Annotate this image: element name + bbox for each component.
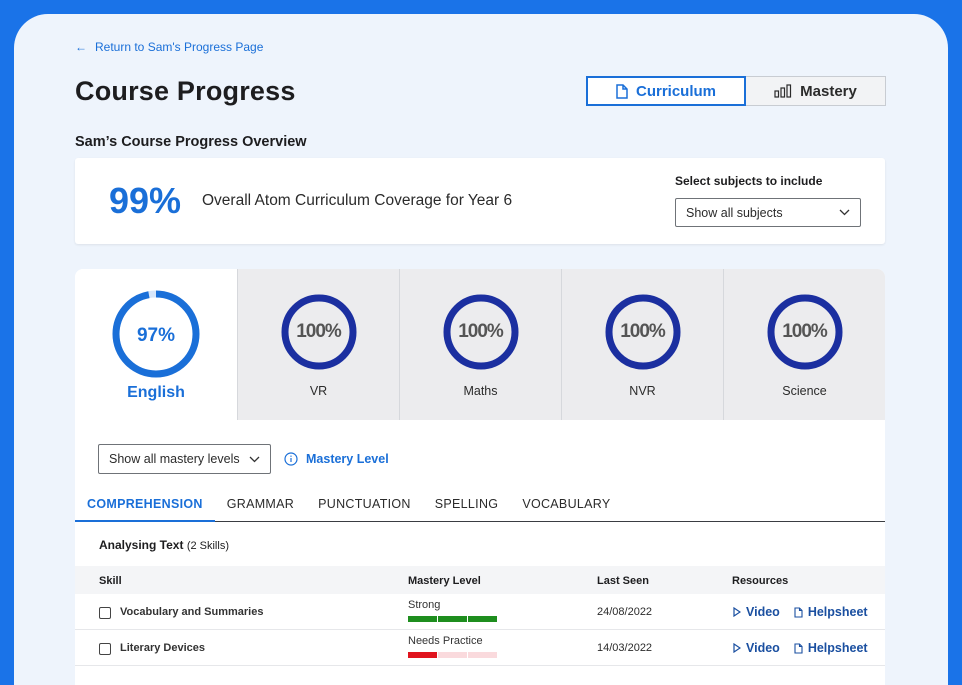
chevron-down-icon <box>839 209 850 216</box>
progress-ring <box>281 294 357 370</box>
overall-percent: 99% <box>109 180 182 221</box>
subject-tab-maths[interactable]: 100% Maths <box>399 269 561 420</box>
subject-name: Science <box>782 384 827 398</box>
play-icon <box>733 643 741 653</box>
table-header: Skill Mastery Level Last Seen Resources <box>75 566 885 594</box>
view-toggle: Curriculum Mastery <box>586 76 886 106</box>
mastery-segment <box>438 616 467 622</box>
subject-tab-nvr[interactable]: 100% NVR <box>561 269 723 420</box>
subject-percent: 100% <box>458 321 504 342</box>
subjects-select-value: Show all subjects <box>686 205 783 220</box>
helpsheet-label: Helpsheet <box>807 641 868 655</box>
subjects-card: 97% English 100% VR 100% <box>75 269 885 685</box>
mastery-segment <box>468 616 497 622</box>
document-icon <box>794 642 803 654</box>
last-seen: 14/03/2022 <box>597 642 653 654</box>
col-skill: Skill <box>99 575 122 587</box>
row-checkbox[interactable] <box>99 607 111 619</box>
app-frame: ← Return to Sam's Progress Page Course P… <box>14 14 948 685</box>
tab-comprehension[interactable]: COMPREHENSION <box>75 490 215 522</box>
subject-name: NVR <box>629 384 656 398</box>
video-label: Video <box>746 641 780 655</box>
row-checkbox[interactable] <box>99 643 111 655</box>
overview-card: 99% Overall Atom Curriculum Coverage for… <box>75 158 885 244</box>
mastery-bar <box>408 616 497 622</box>
curriculum-label: Curriculum <box>635 82 716 100</box>
bar-chart-icon <box>774 84 792 98</box>
mastery-select-value: Show all mastery levels <box>109 452 240 466</box>
subject-tab-english[interactable]: 97% English <box>75 269 237 420</box>
col-mastery: Mastery Level <box>408 575 481 587</box>
progress-ring <box>605 294 681 370</box>
video-label: Video <box>746 605 780 619</box>
mastery-level-info-link[interactable]: Mastery Level <box>284 452 389 466</box>
subject-tab-science[interactable]: 100% Science <box>723 269 885 420</box>
tab-punctuation[interactable]: PUNCTUATION <box>318 497 411 511</box>
mastery-segment <box>408 616 437 622</box>
chevron-down-icon <box>249 456 260 462</box>
progress-ring <box>443 294 519 370</box>
topic-tabs: COMPREHENSION GRAMMAR PUNCTUATION SPELLI… <box>75 490 885 522</box>
subject-tabs: 97% English 100% VR 100% <box>75 269 885 420</box>
progress-ring <box>112 290 200 378</box>
group-title-text: Analysing Text <box>99 538 184 552</box>
col-last-seen: Last Seen <box>597 575 649 587</box>
subject-name: Maths <box>463 384 498 398</box>
skill-name: Literary Devices <box>120 642 205 654</box>
mastery-toggle-button[interactable]: Mastery <box>746 76 886 106</box>
back-link[interactable]: ← Return to Sam's Progress Page <box>75 40 263 54</box>
video-link[interactable]: Video <box>733 641 780 655</box>
skill-name: Vocabulary and Summaries <box>120 606 264 618</box>
subject-percent: 100% <box>782 321 828 342</box>
subject-percent: 100% <box>296 321 342 342</box>
helpsheet-link[interactable]: Helpsheet <box>794 641 868 655</box>
skill-group-title: Analysing Text (2 Skills) <box>99 538 229 552</box>
last-seen: 24/08/2022 <box>597 606 653 618</box>
coverage-text: Overall Atom Curriculum Coverage for Yea… <box>202 192 513 209</box>
group-skill-count: (2 Skills) <box>186 540 229 552</box>
tab-vocabulary[interactable]: VOCABULARY <box>522 497 611 511</box>
mastery-label: Mastery <box>800 82 857 100</box>
mastery-segment <box>408 652 437 658</box>
progress-ring <box>767 294 843 370</box>
mastery-segment <box>438 652 467 658</box>
mastery-label: Needs Practice <box>408 635 483 647</box>
mastery-segment <box>468 652 497 658</box>
document-icon <box>616 83 628 99</box>
col-resources: Resources <box>732 575 789 587</box>
curriculum-toggle-button[interactable]: Curriculum <box>586 76 746 106</box>
subjects-select[interactable]: Show all subjects <box>675 198 861 227</box>
subject-name: English <box>127 384 185 401</box>
mastery-bar <box>408 652 497 658</box>
tab-grammar[interactable]: GRAMMAR <box>226 497 295 511</box>
table-row: Vocabulary and Summaries Strong 24/08/20… <box>75 594 885 630</box>
video-link[interactable]: Video <box>733 605 780 619</box>
info-icon <box>284 452 298 466</box>
subject-tab-vr[interactable]: 100% VR <box>237 269 399 420</box>
page-title: Course Progress <box>75 76 296 106</box>
document-icon <box>794 606 803 618</box>
table-row: Literary Devices Needs Practice 14/03/20… <box>75 630 885 666</box>
helpsheet-label: Helpsheet <box>807 605 868 619</box>
mastery-label: Strong <box>408 599 441 611</box>
helpsheet-link[interactable]: Helpsheet <box>794 605 868 619</box>
play-icon <box>733 607 741 617</box>
section-title: Sam’s Course Progress Overview <box>75 134 307 150</box>
subjects-select-label: Select subjects to include <box>675 174 823 188</box>
subject-percent: 100% <box>620 321 666 342</box>
back-link-label: Return to Sam's Progress Page <box>95 40 264 54</box>
mastery-level-select[interactable]: Show all mastery levels <box>98 444 271 474</box>
subject-percent: 97% <box>136 325 176 346</box>
mastery-info-label: Mastery Level <box>306 452 389 466</box>
arrow-left-icon: ← <box>75 40 87 54</box>
subject-name: VR <box>309 384 328 398</box>
resources: Video Helpsheet <box>733 641 868 655</box>
resources: Video Helpsheet <box>733 605 868 619</box>
tab-spelling[interactable]: SPELLING <box>434 497 499 511</box>
